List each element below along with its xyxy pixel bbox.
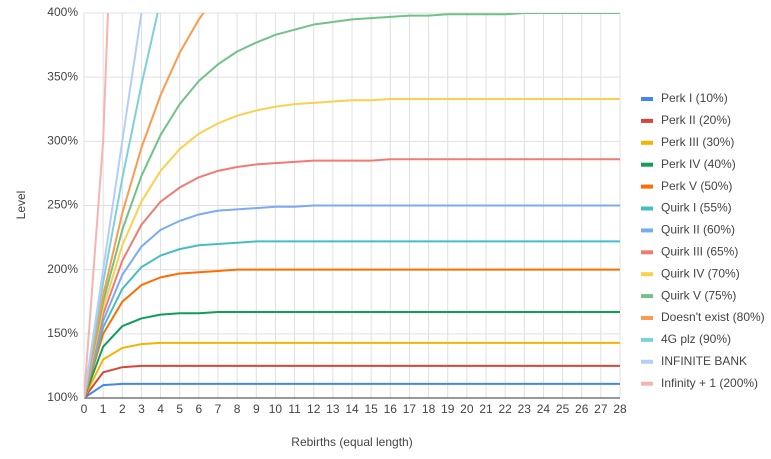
legend-label: Infinity + 1 (200%) bbox=[661, 376, 758, 390]
legend-label: Perk IV (40%) bbox=[661, 157, 736, 171]
y-tick-label: 400% bbox=[47, 5, 78, 19]
legend-label: Perk III (30%) bbox=[661, 135, 734, 149]
legend-label: Quirk V (75%) bbox=[661, 288, 736, 302]
legend-swatch bbox=[641, 359, 653, 364]
plot-area bbox=[84, 13, 620, 398]
x-tick-label: 5 bbox=[176, 402, 183, 416]
legend-swatch bbox=[641, 250, 653, 255]
legend-swatch bbox=[641, 140, 653, 145]
series-line bbox=[84, 382, 620, 398]
legend-label: Quirk IV (70%) bbox=[661, 266, 740, 280]
legend-swatch bbox=[641, 294, 653, 299]
x-tick-label: 0 bbox=[81, 402, 88, 416]
x-tick-label: 24 bbox=[537, 402, 551, 416]
series-line bbox=[84, 13, 620, 398]
x-tick-label: 7 bbox=[215, 402, 222, 416]
x-tick-label: 13 bbox=[326, 402, 340, 416]
x-tick-label: 19 bbox=[441, 402, 455, 416]
x-tick-label: 4 bbox=[157, 402, 164, 416]
x-tick-label: 15 bbox=[364, 402, 378, 416]
legend-label: Quirk II (60%) bbox=[661, 223, 735, 237]
legend-label: Quirk III (65%) bbox=[661, 244, 738, 258]
x-tick-label: 25 bbox=[556, 402, 570, 416]
series-line bbox=[84, 204, 620, 398]
legend-label: INFINITE BANK bbox=[661, 354, 747, 368]
series-line bbox=[84, 13, 143, 398]
y-tick-label: 250% bbox=[47, 198, 78, 212]
series-line bbox=[84, 311, 620, 398]
x-tick-label: 8 bbox=[234, 402, 241, 416]
legend-swatch bbox=[641, 184, 653, 189]
legend-swatch bbox=[641, 206, 653, 211]
legend-swatch bbox=[641, 337, 653, 342]
x-tick-label: 14 bbox=[345, 402, 359, 416]
x-tick-label: 17 bbox=[403, 402, 417, 416]
series-line bbox=[84, 240, 620, 398]
legend-label: Doesn't exist (80%) bbox=[661, 310, 765, 324]
legend-label: Perk V (50%) bbox=[661, 179, 732, 193]
series-line bbox=[84, 364, 620, 398]
x-tick-label: 26 bbox=[575, 402, 589, 416]
series-line bbox=[84, 13, 109, 398]
x-tick-label: 20 bbox=[460, 402, 474, 416]
legend-swatch bbox=[641, 381, 653, 386]
y-axis-title: Level bbox=[14, 191, 28, 220]
x-tick-label: 27 bbox=[594, 402, 608, 416]
x-tick-label: 28 bbox=[613, 402, 627, 416]
x-tick-label: 22 bbox=[498, 402, 512, 416]
legend-label: Perk I (10%) bbox=[661, 91, 728, 105]
series-line bbox=[84, 268, 620, 398]
x-tick-label: 6 bbox=[196, 402, 203, 416]
legend-swatch bbox=[641, 162, 653, 167]
legend-swatch bbox=[641, 316, 653, 320]
legend-label: Quirk I (55%) bbox=[661, 201, 732, 215]
legend-swatch bbox=[641, 272, 653, 277]
y-tick-label: 200% bbox=[47, 262, 78, 276]
x-tick-label: 3 bbox=[138, 402, 145, 416]
series-line bbox=[84, 13, 159, 398]
series-line bbox=[84, 97, 620, 398]
legend-swatch bbox=[641, 228, 653, 233]
y-tick-label: 300% bbox=[47, 134, 78, 148]
x-tick-label: 16 bbox=[384, 402, 398, 416]
x-tick-label: 21 bbox=[479, 402, 493, 416]
x-axis-title: Rebirths (equal length) bbox=[291, 435, 412, 449]
y-tick-label: 100% bbox=[47, 390, 78, 404]
legend-label: 4G plz (90%) bbox=[661, 332, 731, 346]
x-tick-label: 2 bbox=[119, 402, 126, 416]
x-tick-label: 10 bbox=[269, 402, 283, 416]
x-tick-label: 9 bbox=[253, 402, 260, 416]
x-tick-label: 18 bbox=[422, 402, 436, 416]
series-line bbox=[84, 158, 620, 398]
y-tick-label: 350% bbox=[47, 69, 78, 83]
legend-swatch bbox=[641, 118, 653, 123]
legend-label: Perk II (20%) bbox=[661, 113, 731, 127]
x-tick-label: 11 bbox=[288, 402, 301, 416]
series-line bbox=[84, 341, 620, 398]
y-tick-label: 150% bbox=[47, 326, 78, 340]
legend-swatch bbox=[641, 97, 653, 101]
x-tick-label: 1 bbox=[100, 402, 107, 416]
x-tick-label: 12 bbox=[307, 402, 321, 416]
series-line bbox=[84, 13, 205, 398]
x-tick-label: 23 bbox=[518, 402, 532, 416]
